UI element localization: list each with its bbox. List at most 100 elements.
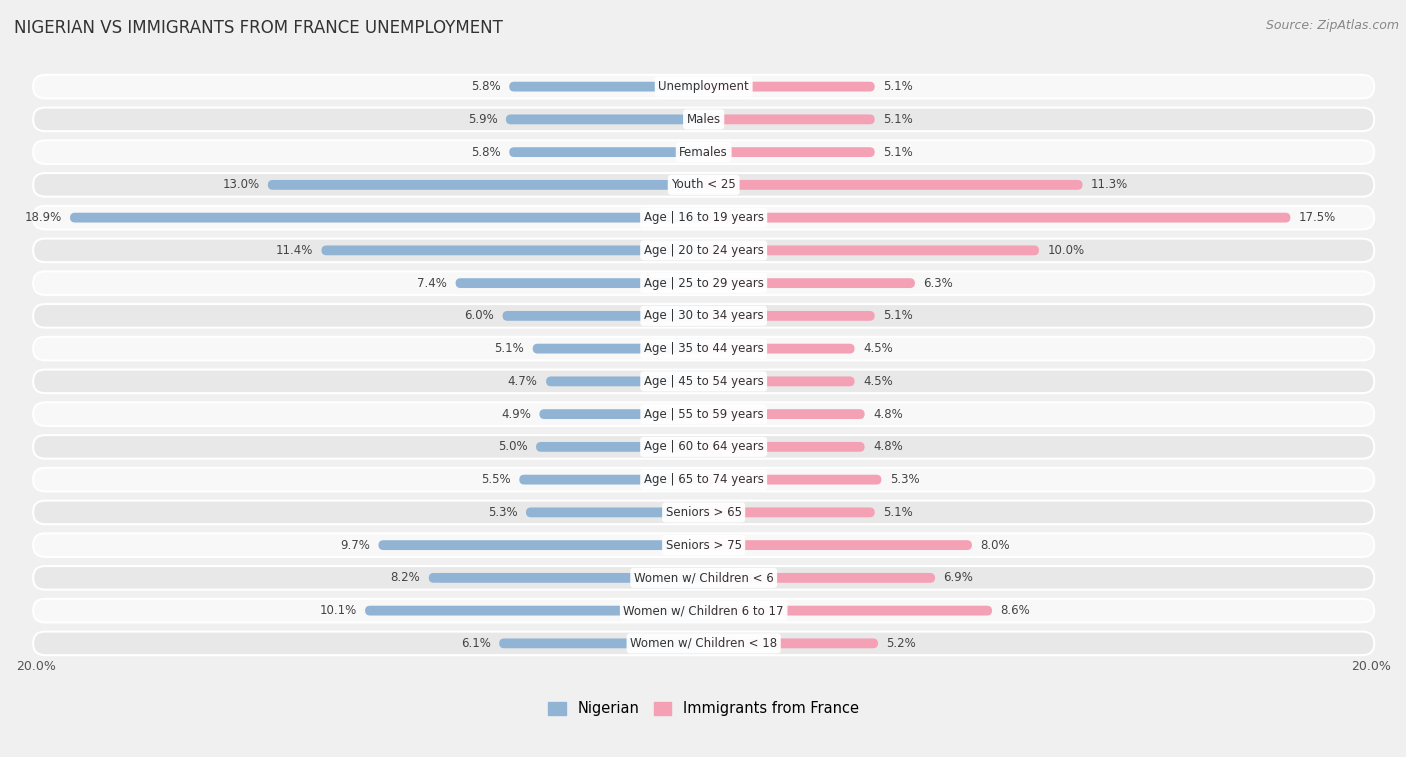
Legend: Nigerian, Immigrants from France: Nigerian, Immigrants from France: [543, 695, 865, 722]
Text: Age | 16 to 19 years: Age | 16 to 19 years: [644, 211, 763, 224]
FancyBboxPatch shape: [703, 344, 855, 354]
Text: Seniors > 75: Seniors > 75: [665, 539, 742, 552]
Text: 5.0%: 5.0%: [498, 441, 527, 453]
FancyBboxPatch shape: [526, 507, 703, 517]
FancyBboxPatch shape: [540, 410, 703, 419]
Text: Age | 65 to 74 years: Age | 65 to 74 years: [644, 473, 763, 486]
FancyBboxPatch shape: [536, 442, 703, 452]
FancyBboxPatch shape: [34, 468, 1374, 491]
Text: 5.9%: 5.9%: [468, 113, 498, 126]
Text: Age | 60 to 64 years: Age | 60 to 64 years: [644, 441, 763, 453]
FancyBboxPatch shape: [703, 376, 855, 386]
Text: 5.1%: 5.1%: [883, 80, 912, 93]
FancyBboxPatch shape: [34, 206, 1374, 229]
FancyBboxPatch shape: [34, 304, 1374, 328]
Text: 5.8%: 5.8%: [471, 80, 501, 93]
FancyBboxPatch shape: [366, 606, 703, 615]
Text: Women w/ Children < 6: Women w/ Children < 6: [634, 572, 773, 584]
Text: 6.0%: 6.0%: [464, 310, 494, 322]
FancyBboxPatch shape: [519, 475, 703, 484]
FancyBboxPatch shape: [34, 599, 1374, 622]
FancyBboxPatch shape: [703, 638, 877, 648]
FancyBboxPatch shape: [703, 507, 875, 517]
Text: 6.1%: 6.1%: [461, 637, 491, 650]
FancyBboxPatch shape: [703, 410, 865, 419]
Text: 6.9%: 6.9%: [943, 572, 973, 584]
Text: 20.0%: 20.0%: [17, 660, 56, 674]
FancyBboxPatch shape: [533, 344, 703, 354]
Text: 5.3%: 5.3%: [890, 473, 920, 486]
Text: Males: Males: [686, 113, 721, 126]
Text: 4.7%: 4.7%: [508, 375, 537, 388]
FancyBboxPatch shape: [456, 279, 703, 288]
Text: 7.4%: 7.4%: [418, 276, 447, 290]
FancyBboxPatch shape: [703, 279, 915, 288]
Text: 5.1%: 5.1%: [495, 342, 524, 355]
FancyBboxPatch shape: [34, 631, 1374, 655]
FancyBboxPatch shape: [34, 107, 1374, 131]
FancyBboxPatch shape: [34, 173, 1374, 197]
FancyBboxPatch shape: [509, 82, 703, 92]
Text: 4.9%: 4.9%: [501, 407, 531, 421]
Text: 17.5%: 17.5%: [1299, 211, 1336, 224]
FancyBboxPatch shape: [34, 238, 1374, 262]
Text: Females: Females: [679, 145, 728, 159]
FancyBboxPatch shape: [703, 311, 875, 321]
Text: Unemployment: Unemployment: [658, 80, 749, 93]
FancyBboxPatch shape: [34, 271, 1374, 295]
FancyBboxPatch shape: [429, 573, 703, 583]
FancyBboxPatch shape: [34, 566, 1374, 590]
FancyBboxPatch shape: [703, 606, 993, 615]
Text: 6.3%: 6.3%: [924, 276, 953, 290]
Text: 11.4%: 11.4%: [276, 244, 314, 257]
FancyBboxPatch shape: [703, 213, 1291, 223]
FancyBboxPatch shape: [546, 376, 703, 386]
Text: Age | 35 to 44 years: Age | 35 to 44 years: [644, 342, 763, 355]
Text: Age | 45 to 54 years: Age | 45 to 54 years: [644, 375, 763, 388]
FancyBboxPatch shape: [378, 540, 703, 550]
FancyBboxPatch shape: [34, 140, 1374, 164]
FancyBboxPatch shape: [70, 213, 703, 223]
Text: 5.3%: 5.3%: [488, 506, 517, 519]
Text: 5.5%: 5.5%: [481, 473, 510, 486]
FancyBboxPatch shape: [34, 337, 1374, 360]
Text: 10.0%: 10.0%: [1047, 244, 1084, 257]
Text: 20.0%: 20.0%: [1351, 660, 1391, 674]
Text: 10.1%: 10.1%: [319, 604, 357, 617]
Text: 5.1%: 5.1%: [883, 113, 912, 126]
FancyBboxPatch shape: [703, 475, 882, 484]
Text: Age | 30 to 34 years: Age | 30 to 34 years: [644, 310, 763, 322]
FancyBboxPatch shape: [499, 638, 703, 648]
FancyBboxPatch shape: [703, 114, 875, 124]
FancyBboxPatch shape: [703, 573, 935, 583]
FancyBboxPatch shape: [703, 245, 1039, 255]
FancyBboxPatch shape: [506, 114, 703, 124]
Text: 5.8%: 5.8%: [471, 145, 501, 159]
Text: NIGERIAN VS IMMIGRANTS FROM FRANCE UNEMPLOYMENT: NIGERIAN VS IMMIGRANTS FROM FRANCE UNEMP…: [14, 19, 503, 37]
FancyBboxPatch shape: [703, 540, 972, 550]
Text: 11.3%: 11.3%: [1091, 179, 1128, 192]
FancyBboxPatch shape: [34, 75, 1374, 98]
Text: Source: ZipAtlas.com: Source: ZipAtlas.com: [1265, 19, 1399, 32]
Text: Women w/ Children < 18: Women w/ Children < 18: [630, 637, 778, 650]
FancyBboxPatch shape: [502, 311, 703, 321]
Text: 9.7%: 9.7%: [340, 539, 370, 552]
FancyBboxPatch shape: [322, 245, 703, 255]
FancyBboxPatch shape: [703, 442, 865, 452]
Text: Women w/ Children 6 to 17: Women w/ Children 6 to 17: [623, 604, 785, 617]
FancyBboxPatch shape: [34, 534, 1374, 557]
FancyBboxPatch shape: [34, 402, 1374, 426]
Text: 5.2%: 5.2%: [886, 637, 917, 650]
FancyBboxPatch shape: [267, 180, 703, 190]
Text: Youth < 25: Youth < 25: [671, 179, 737, 192]
Text: Age | 25 to 29 years: Age | 25 to 29 years: [644, 276, 763, 290]
Text: 13.0%: 13.0%: [222, 179, 260, 192]
Text: 4.5%: 4.5%: [863, 342, 893, 355]
FancyBboxPatch shape: [703, 180, 1083, 190]
FancyBboxPatch shape: [703, 82, 875, 92]
Text: Age | 20 to 24 years: Age | 20 to 24 years: [644, 244, 763, 257]
Text: 4.8%: 4.8%: [873, 441, 903, 453]
Text: 5.1%: 5.1%: [883, 310, 912, 322]
Text: 8.0%: 8.0%: [980, 539, 1010, 552]
Text: 18.9%: 18.9%: [24, 211, 62, 224]
